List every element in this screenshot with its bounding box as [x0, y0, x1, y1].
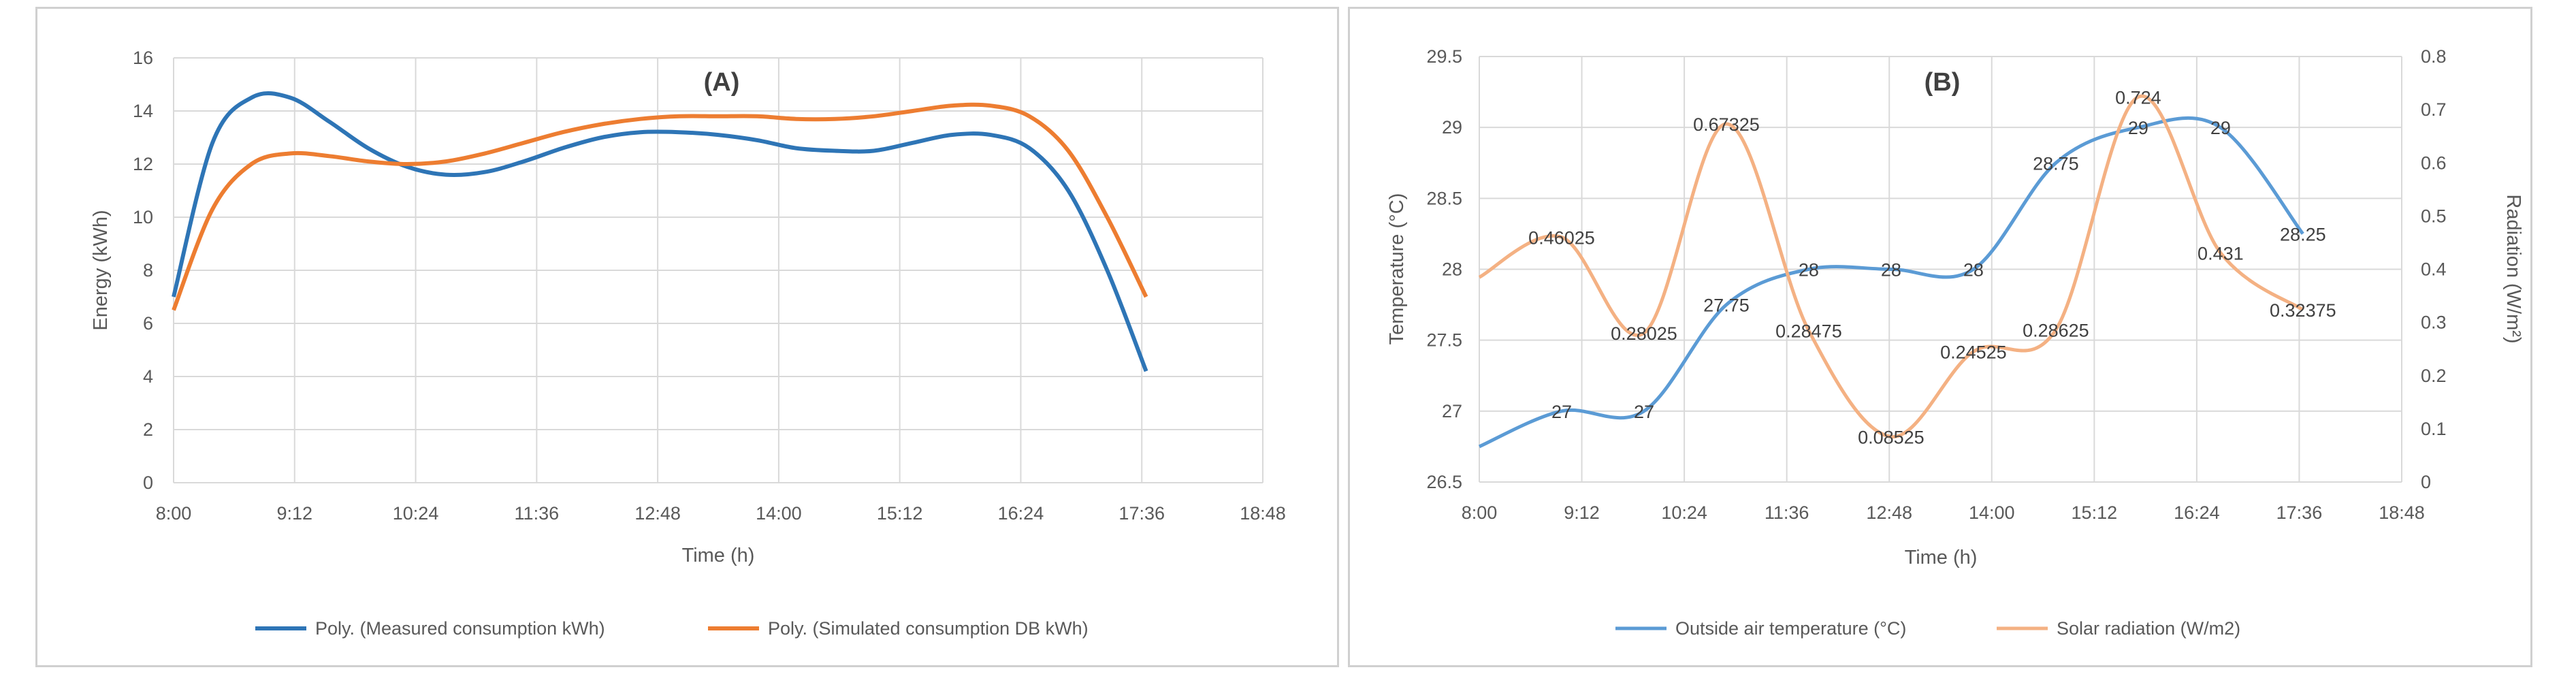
y-left-tick-label: 27	[1442, 401, 1462, 421]
x-tick-label: 14:00	[756, 503, 802, 524]
y-right-tick-label: 0.5	[2421, 206, 2447, 226]
data-label: 0.28025	[1611, 323, 1677, 344]
series-line-2	[1478, 94, 2304, 438]
x-tick-label: 11:36	[1765, 502, 1809, 523]
y-left-tick-label: 29	[1442, 117, 1462, 138]
x-tick-label: 9:12	[1564, 502, 1600, 523]
data-label: 28.75	[2033, 153, 2079, 174]
x-tick-label: 10:24	[393, 503, 439, 524]
legend-label: Solar radiation (W/m2)	[2057, 618, 2240, 639]
y-right-tick-label: 0.1	[2421, 419, 2447, 439]
chart-b-panel: 8:00 9:12 10:24 11:36 12:48 14:00 15:12 16:24 17…	[1348, 7, 2532, 667]
data-label: 0.431	[2197, 243, 2244, 263]
chart-a-panel: 8:00 9:12 10:24 11:36 12:48 14:00 15:12 16:24 17…	[35, 7, 1339, 667]
legend-label: Poly. (Measured consumption kWh)	[315, 618, 605, 639]
data-label: 28	[1881, 260, 1901, 281]
x-tick-label: 9:12	[276, 503, 312, 524]
chart-a: 8:00 9:12 10:24 11:36 12:48 14:00 15:12 16:24 17…	[90, 48, 1286, 639]
x-tick-label: 16:24	[2174, 502, 2220, 523]
x-tick-label: 12:48	[1866, 502, 1912, 523]
panel-label: (A)	[704, 68, 740, 97]
y-left-tick-label: 28	[1442, 259, 1462, 280]
chart-b: 8:00 9:12 10:24 11:36 12:48 14:00 15:12 16:24 17…	[1386, 46, 2524, 639]
y-right-tick-label: 0.4	[2421, 259, 2447, 280]
data-label: 27.75	[1703, 295, 1750, 316]
x-tick-label: 15:12	[2072, 502, 2118, 523]
data-label: 27	[1634, 402, 1654, 422]
x-tick-label: 16:24	[998, 503, 1044, 524]
y-right-tick-label: 0.2	[2421, 366, 2447, 386]
x-tick-label: 14:00	[1969, 502, 2015, 523]
panel-label: (B)	[1925, 68, 1961, 97]
y-left-tick-label: 27.5	[1426, 330, 1462, 351]
data-label: 29	[2128, 118, 2148, 138]
series-line-2	[172, 102, 1148, 311]
y-tick-label: 0	[143, 472, 153, 493]
y-right-axis-label: Radiation (W/m²)	[2502, 194, 2524, 343]
data-label: 0.46025	[1528, 227, 1595, 248]
y-tick-label: 6	[143, 313, 153, 334]
legend-label: Poly. (Simulated consumption DB kWh)	[768, 618, 1089, 639]
y-left-tick-label: 26.5	[1426, 472, 1462, 492]
x-tick-label: 17:36	[1118, 503, 1165, 524]
y-right-tick-label: 0.7	[2421, 99, 2447, 120]
x-tick-label: 18:48	[1240, 503, 1286, 524]
y-right-tick-label: 0.3	[2421, 313, 2447, 333]
y-left-tick-label: 28.5	[1426, 188, 1462, 208]
y-left-axis-label: Temperature (°C)	[1386, 193, 1408, 345]
data-label: 27	[1551, 402, 1572, 422]
series-line-1	[1479, 116, 2304, 449]
y-axis-label: Energy (kWh)	[90, 210, 112, 330]
data-label: 0.32375	[2270, 300, 2336, 321]
data-label: 28	[1799, 260, 1819, 281]
x-axis-label: Time (h)	[682, 545, 755, 566]
legend-label: Outside air temperature (°C)	[1675, 618, 1906, 639]
y-left-tick-label: 29.5	[1426, 46, 1462, 67]
y-tick-label: 10	[133, 207, 153, 227]
data-label: 0.28625	[2023, 320, 2089, 340]
data-label: 0.24525	[1940, 342, 2007, 362]
series-line-1	[172, 91, 1148, 372]
y-tick-label: 12	[133, 154, 153, 174]
x-tick-label: 18:48	[2379, 502, 2425, 523]
data-label: 28	[1963, 260, 1984, 281]
x-axis-label: Time (h)	[1905, 547, 1978, 568]
x-tick-label: 12:48	[634, 503, 681, 524]
y-tick-label: 16	[133, 48, 153, 68]
x-tick-label: 8:00	[156, 503, 192, 524]
y-tick-label: 2	[143, 419, 153, 440]
data-label: 0.08525	[1858, 427, 1925, 447]
y-right-tick-label: 0.6	[2421, 153, 2447, 173]
data-label: 29	[2210, 118, 2231, 138]
x-tick-label: 17:36	[2276, 502, 2323, 523]
x-tick-label: 10:24	[1661, 502, 1707, 523]
y-right-tick-label: 0	[2421, 472, 2431, 492]
x-tick-label: 15:12	[877, 503, 923, 524]
data-label: 0.67325	[1693, 114, 1760, 135]
data-label: 0.28475	[1775, 321, 1842, 342]
data-label: 0.724	[2115, 87, 2161, 108]
data-label: 28.25	[2280, 224, 2326, 244]
y-tick-label: 8	[143, 260, 153, 281]
y-tick-label: 14	[133, 101, 153, 121]
x-tick-label: 8:00	[1462, 502, 1498, 523]
x-tick-label: 11:36	[515, 503, 560, 524]
y-tick-label: 4	[143, 366, 153, 387]
y-right-tick-label: 0.8	[2421, 46, 2447, 67]
